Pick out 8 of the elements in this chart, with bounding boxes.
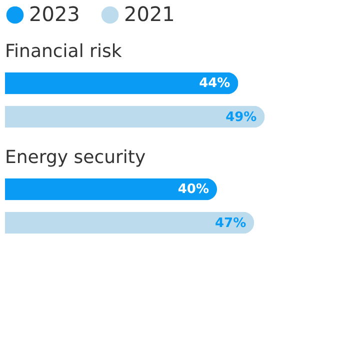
legend-label: 2021	[124, 2, 175, 26]
legend-label: 2023	[29, 2, 80, 26]
y-tick-label: Energy security	[5, 147, 146, 168]
y-tick-label: Financial risk	[5, 41, 122, 62]
data-label: 40%	[178, 182, 209, 198]
data-label: 47%	[214, 216, 246, 231]
data-label: 49%	[226, 110, 257, 125]
data-label: 44%	[199, 76, 230, 92]
